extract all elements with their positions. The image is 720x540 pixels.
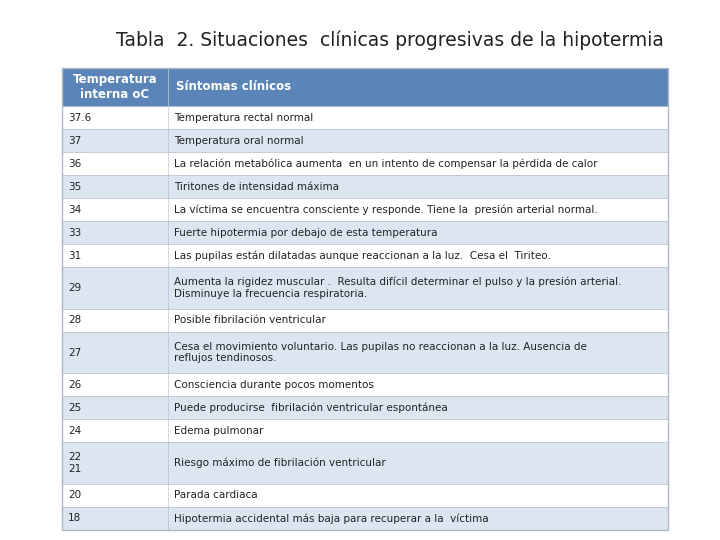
Bar <box>62 152 668 175</box>
Bar <box>62 332 668 373</box>
Text: 34: 34 <box>68 205 81 215</box>
Text: 28: 28 <box>68 315 81 325</box>
Text: Tabla  2. Situaciones  clínicas progresivas de la hipotermia: Tabla 2. Situaciones clínicas progresiva… <box>116 30 664 50</box>
Bar <box>62 373 668 396</box>
Text: 26: 26 <box>68 380 81 390</box>
Bar <box>62 267 668 309</box>
Text: Temperatura rectal normal: Temperatura rectal normal <box>174 112 313 123</box>
Text: Síntomas clínicos: Síntomas clínicos <box>176 80 291 93</box>
Text: 35: 35 <box>68 181 81 192</box>
Bar <box>62 396 668 420</box>
Bar <box>62 442 668 484</box>
Text: 37.6: 37.6 <box>68 112 91 123</box>
Bar <box>62 484 668 507</box>
Text: Riesgo máximo de fibrilación ventricular: Riesgo máximo de fibrilación ventricular <box>174 458 386 468</box>
Text: 33: 33 <box>68 228 81 238</box>
Bar <box>62 175 668 198</box>
Text: 24: 24 <box>68 426 81 436</box>
Text: Tiritones de intensidad máxima: Tiritones de intensidad máxima <box>174 181 339 192</box>
Text: 18: 18 <box>68 514 81 523</box>
Text: Cesa el movimiento voluntario. Las pupilas no reaccionan a la luz. Ausencia de
r: Cesa el movimiento voluntario. Las pupil… <box>174 342 587 363</box>
Text: 20: 20 <box>68 490 81 501</box>
Text: 37: 37 <box>68 136 81 146</box>
Text: Edema pulmonar: Edema pulmonar <box>174 426 264 436</box>
Text: 25: 25 <box>68 403 81 413</box>
Text: La relación metabólica aumenta  en un intento de compensar la pérdida de calor: La relación metabólica aumenta en un int… <box>174 158 598 169</box>
Text: Hipotermia accidental más baja para recuperar a la  víctima: Hipotermia accidental más baja para recu… <box>174 513 489 524</box>
Text: Fuerte hipotermia por debajo de esta temperatura: Fuerte hipotermia por debajo de esta tem… <box>174 228 438 238</box>
Bar <box>62 198 668 221</box>
Text: Las pupilas están dilatadas aunque reaccionan a la luz.  Cesa el  Tiriteo.: Las pupilas están dilatadas aunque reacc… <box>174 251 551 261</box>
Text: 29: 29 <box>68 283 81 293</box>
Bar <box>62 420 668 442</box>
Text: 36: 36 <box>68 159 81 168</box>
Text: 22
21: 22 21 <box>68 453 81 474</box>
Text: La víctima se encuentra consciente y responde. Tiene la  presión arterial normal: La víctima se encuentra consciente y res… <box>174 205 598 215</box>
Bar <box>62 221 668 244</box>
Bar <box>62 68 668 530</box>
Bar <box>62 309 668 332</box>
Text: 27: 27 <box>68 348 81 357</box>
Text: Aumenta la rigidez muscular .  Resulta difícil determinar el pulso y la presión : Aumenta la rigidez muscular . Resulta di… <box>174 277 621 299</box>
Text: Temperatura oral normal: Temperatura oral normal <box>174 136 304 146</box>
Text: Temperatura
interna oC: Temperatura interna oC <box>73 73 158 101</box>
Bar <box>62 244 668 267</box>
Text: 31: 31 <box>68 251 81 261</box>
Text: Consciencia durante pocos momentos: Consciencia durante pocos momentos <box>174 380 374 390</box>
Text: Posible fibrilación ventricular: Posible fibrilación ventricular <box>174 315 326 325</box>
Bar <box>62 106 668 129</box>
Bar <box>62 68 668 106</box>
Bar <box>62 129 668 152</box>
Bar <box>62 507 668 530</box>
Text: Puede producirse  fibrilación ventricular espontánea: Puede producirse fibrilación ventricular… <box>174 403 448 413</box>
Text: Parada cardiaca: Parada cardiaca <box>174 490 258 501</box>
